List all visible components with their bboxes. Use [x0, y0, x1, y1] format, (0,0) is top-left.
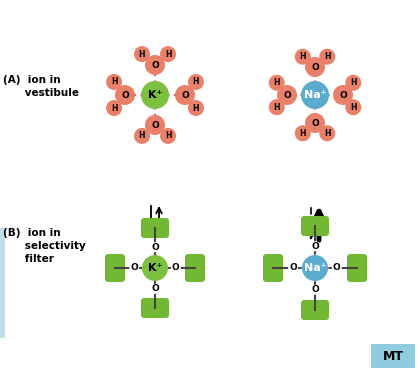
Text: H: H: [111, 104, 117, 113]
Text: O: O: [333, 264, 341, 273]
Circle shape: [333, 85, 353, 105]
Circle shape: [310, 241, 320, 251]
Circle shape: [301, 81, 329, 109]
Circle shape: [141, 81, 169, 109]
Text: H: H: [193, 104, 199, 113]
Circle shape: [305, 113, 325, 133]
FancyBboxPatch shape: [301, 300, 329, 320]
Circle shape: [145, 115, 165, 135]
Circle shape: [134, 128, 150, 144]
Text: (A)  ion in
      vestibule: (A) ion in vestibule: [3, 75, 79, 98]
Circle shape: [171, 263, 181, 273]
Circle shape: [288, 263, 298, 273]
Text: (B)  ion in
      selectivity
      filter: (B) ion in selectivity filter: [3, 228, 86, 264]
FancyBboxPatch shape: [371, 344, 415, 368]
Circle shape: [160, 128, 176, 144]
Text: H: H: [299, 129, 306, 138]
Circle shape: [145, 55, 165, 75]
FancyBboxPatch shape: [347, 254, 367, 282]
Circle shape: [295, 49, 311, 65]
Circle shape: [295, 125, 311, 141]
FancyBboxPatch shape: [263, 254, 283, 282]
Circle shape: [319, 49, 335, 65]
Text: O: O: [172, 264, 180, 273]
Text: H: H: [273, 103, 280, 112]
Circle shape: [269, 99, 285, 115]
Text: O: O: [311, 119, 319, 128]
FancyBboxPatch shape: [185, 254, 205, 282]
Circle shape: [277, 85, 297, 105]
Text: O: O: [339, 91, 347, 99]
Text: H: H: [165, 131, 171, 140]
FancyBboxPatch shape: [141, 298, 169, 318]
Text: O: O: [181, 91, 189, 99]
Text: O: O: [151, 120, 159, 129]
Circle shape: [305, 57, 325, 77]
Circle shape: [115, 85, 135, 105]
Text: H: H: [324, 52, 331, 61]
Text: MT: MT: [383, 349, 404, 362]
Circle shape: [319, 125, 335, 141]
Text: H: H: [350, 103, 357, 112]
Text: H: H: [299, 52, 306, 61]
Circle shape: [345, 75, 361, 91]
Text: O: O: [311, 285, 319, 294]
Text: O: O: [130, 264, 138, 273]
Circle shape: [188, 74, 204, 90]
FancyBboxPatch shape: [301, 216, 329, 236]
Text: H: H: [273, 78, 280, 87]
Text: H: H: [165, 50, 171, 59]
Circle shape: [106, 74, 122, 90]
Text: O: O: [151, 284, 159, 293]
FancyBboxPatch shape: [0, 228, 5, 338]
Text: O: O: [151, 243, 159, 252]
Text: K⁺: K⁺: [148, 90, 162, 100]
Text: O: O: [151, 61, 159, 70]
Circle shape: [106, 100, 122, 116]
Text: O: O: [289, 264, 297, 273]
Text: O: O: [311, 242, 319, 251]
Circle shape: [302, 255, 328, 281]
Circle shape: [160, 46, 176, 62]
Circle shape: [134, 46, 150, 62]
Text: O: O: [283, 91, 291, 99]
Text: Na⁺: Na⁺: [304, 263, 326, 273]
Text: O: O: [121, 91, 129, 99]
Text: K⁺: K⁺: [148, 263, 162, 273]
Circle shape: [310, 285, 320, 295]
Circle shape: [129, 263, 139, 273]
FancyBboxPatch shape: [105, 254, 125, 282]
Circle shape: [142, 255, 168, 281]
Circle shape: [150, 284, 160, 294]
Text: H: H: [324, 129, 331, 138]
Circle shape: [269, 75, 285, 91]
Text: O: O: [311, 62, 319, 71]
Circle shape: [175, 85, 195, 105]
Text: H: H: [139, 50, 145, 59]
Text: H: H: [111, 77, 117, 86]
FancyBboxPatch shape: [141, 218, 169, 238]
Text: Na⁺: Na⁺: [304, 90, 326, 100]
Circle shape: [188, 100, 204, 116]
Text: H: H: [350, 78, 357, 87]
Text: H: H: [193, 77, 199, 86]
Circle shape: [332, 263, 342, 273]
Circle shape: [150, 242, 160, 252]
Circle shape: [345, 99, 361, 115]
Text: H: H: [139, 131, 145, 140]
